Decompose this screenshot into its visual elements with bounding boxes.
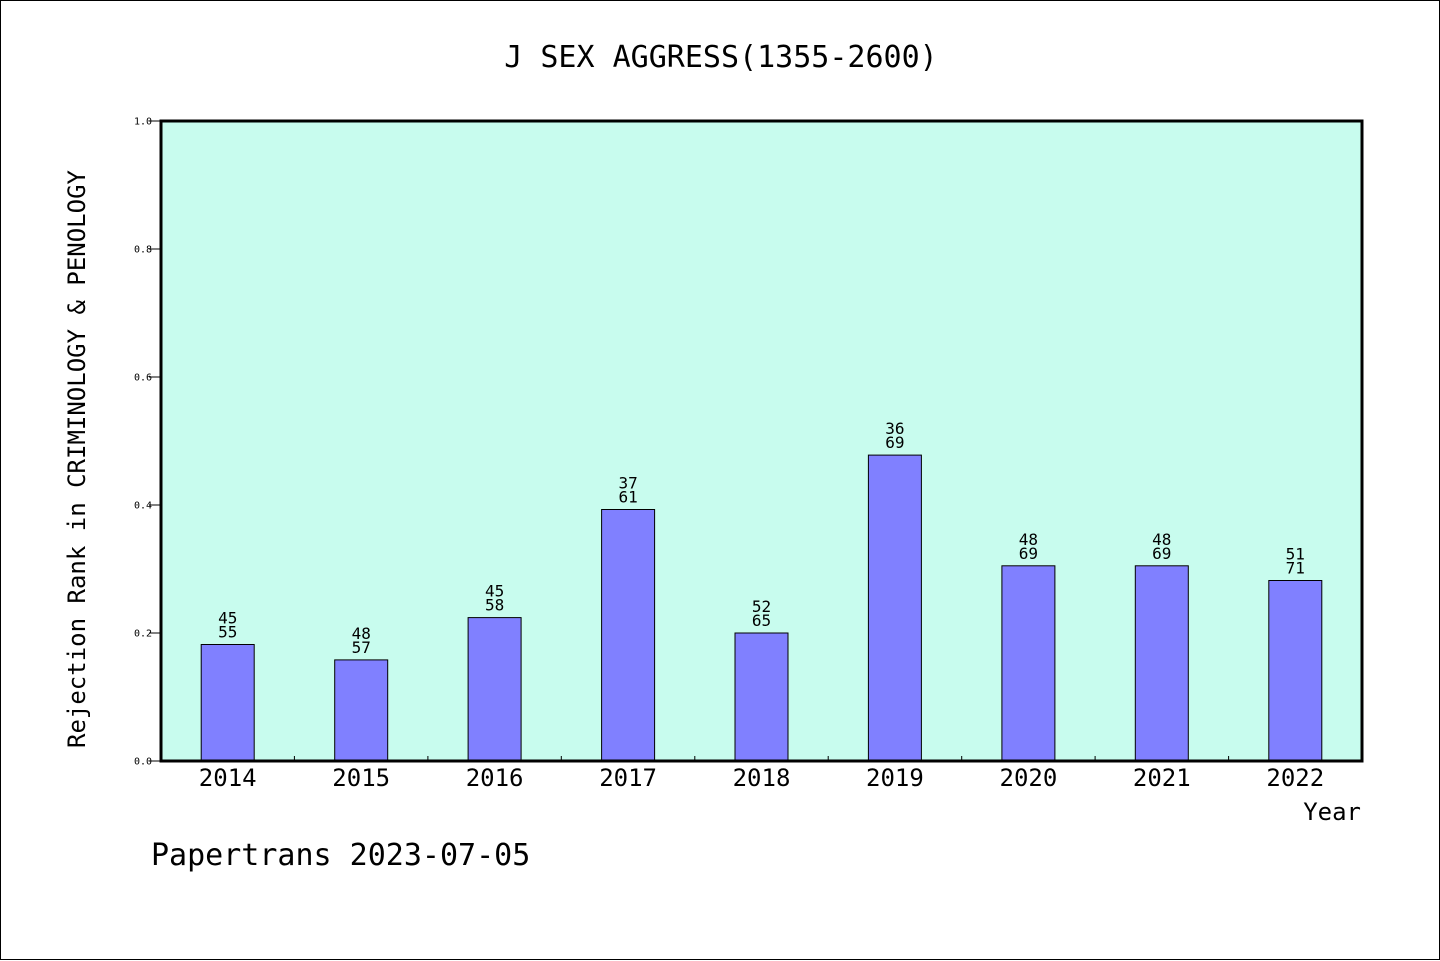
x-tick-label-2021: 2021 <box>1133 764 1191 792</box>
footer-stamp: Papertrans 2023-07-05 <box>151 838 530 873</box>
bar-2021 <box>1134 565 1189 762</box>
data-label-top-2021: 48 <box>1152 530 1171 549</box>
data-label-bottom-2014: 55 <box>218 623 237 642</box>
x-tick-label-2022: 2022 <box>1266 764 1324 792</box>
bar-2018 <box>734 632 789 762</box>
x-tick-label-2015: 2015 <box>332 764 390 792</box>
data-label-top-2022: 51 <box>1286 545 1305 564</box>
data-label-top-2018: 52 <box>752 597 771 616</box>
x-tick-label-2020: 2020 <box>1000 764 1058 792</box>
data-label-bottom-2019: 69 <box>885 433 904 452</box>
data-label-bottom-2016: 58 <box>485 596 504 615</box>
x-axis: 2014 2015 2016 2017 2018 2019 2020 2021 2022 <box>199 756 1324 792</box>
x-tick-label-2018: 2018 <box>733 764 791 792</box>
x-tick-label-2017: 2017 <box>599 764 657 792</box>
y-tick-label-0.4: 0.4 <box>134 501 152 512</box>
bars-layer <box>200 454 1323 762</box>
y-tick-label-0.2: 0.2 <box>134 629 152 640</box>
y-tick-label-0.8: 0.8 <box>134 245 152 256</box>
y-tick-label-1.0: 1.0 <box>134 117 152 128</box>
data-label-top-2019: 36 <box>885 419 904 438</box>
data-label-top-2015: 48 <box>352 624 371 643</box>
bar-2022 <box>1268 580 1323 762</box>
data-label-bottom-2015: 57 <box>352 638 371 657</box>
y-tick-label-0.0: 0.0 <box>134 757 152 768</box>
x-tick-label-2016: 2016 <box>466 764 524 792</box>
data-label-top-2020: 48 <box>1019 530 1038 549</box>
bar-2019 <box>867 454 922 762</box>
data-label-bottom-2018: 65 <box>752 611 771 630</box>
data-label-top-2014: 45 <box>218 609 237 628</box>
x-axis-title: Year <box>1303 798 1361 826</box>
bar-2017 <box>601 509 656 762</box>
data-label-top-2016: 45 <box>485 582 504 601</box>
data-label-bottom-2022: 71 <box>1286 559 1305 578</box>
y-tick-label-0.6: 0.6 <box>134 373 152 384</box>
bar-2015 <box>334 659 389 762</box>
data-label-top-2017: 37 <box>618 474 637 493</box>
y-axis: 0.0 0.2 0.4 0.6 0.8 1.0 <box>134 117 161 768</box>
chart-title: J SEX AGGRESS(1355-2600) <box>504 40 937 75</box>
bar-2014 <box>200 644 255 762</box>
data-label-bottom-2017: 61 <box>618 488 637 507</box>
data-label-bottom-2021: 69 <box>1152 544 1171 563</box>
x-tick-label-2014: 2014 <box>199 764 257 792</box>
y-axis-title: Rejection Rank in CRIMINOLOGY & PENOLOGY <box>63 169 91 748</box>
bar-2020 <box>1001 565 1056 762</box>
bar-2016 <box>467 617 522 762</box>
plot-border <box>159 119 1364 763</box>
x-tick-label-2019: 2019 <box>866 764 924 792</box>
data-label-bottom-2020: 69 <box>1019 544 1038 563</box>
